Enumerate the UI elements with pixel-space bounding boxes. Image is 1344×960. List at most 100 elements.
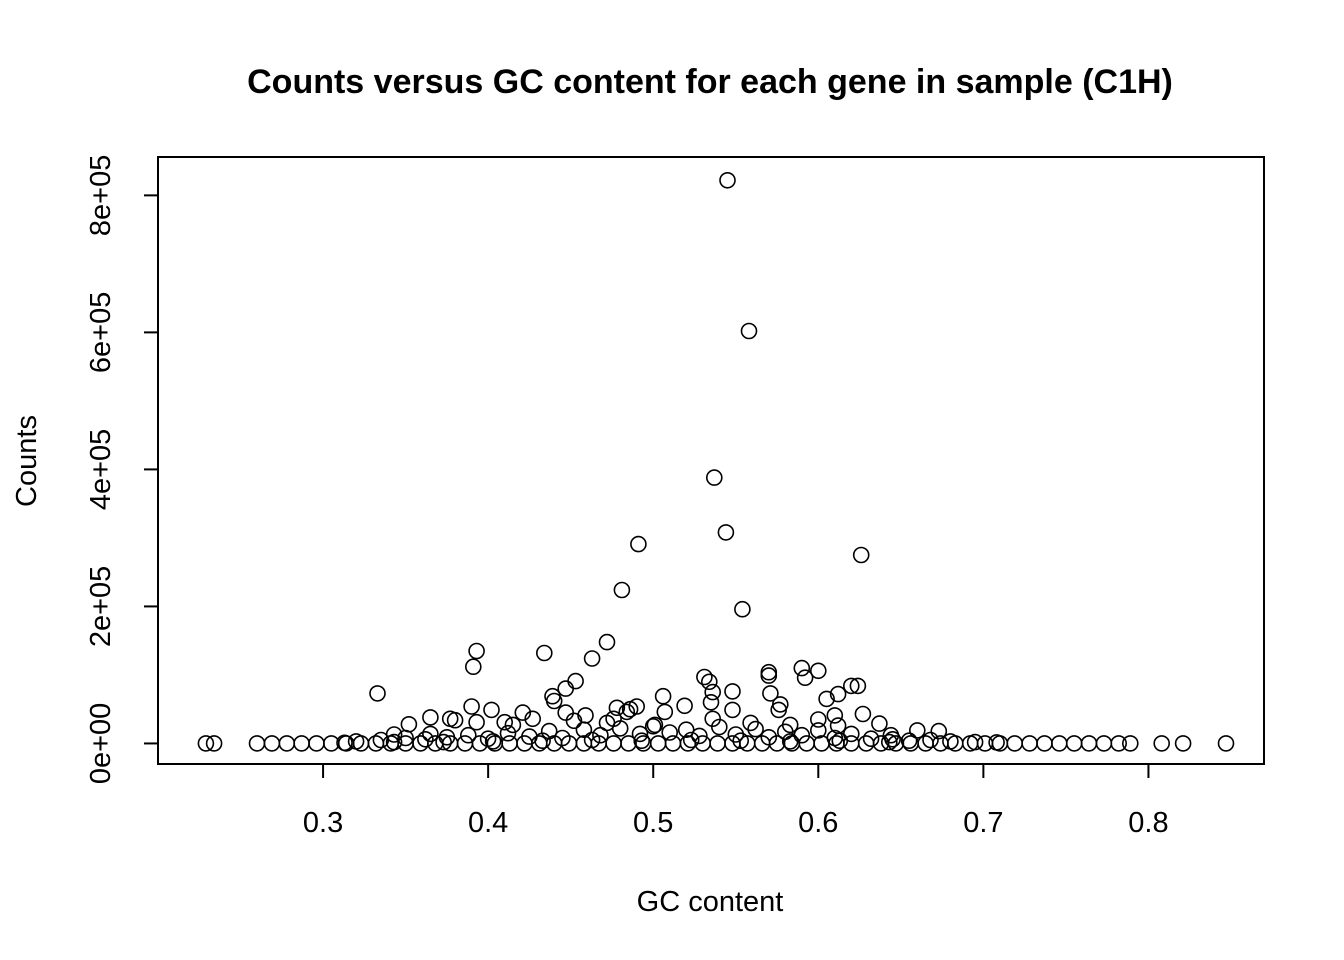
- data-point: [762, 685, 779, 702]
- data-point: [456, 735, 474, 752]
- data-point: [397, 729, 414, 747]
- data-point: [922, 731, 939, 749]
- data-point: [677, 721, 695, 739]
- data-point: [740, 322, 758, 340]
- y-axis: 0e+00 2e+05 4e+05 6e+05 8e+05: [85, 155, 159, 784]
- data-point: [664, 735, 682, 752]
- data-point: [796, 669, 814, 687]
- data-point: [412, 735, 429, 752]
- data-point: [417, 730, 434, 748]
- data-point: [862, 730, 880, 748]
- x-axis: 0.3 0.4 0.5 0.6 0.7 0.8: [303, 763, 1169, 839]
- data-point: [438, 728, 456, 746]
- data-point: [742, 714, 759, 732]
- data-point: [702, 693, 720, 711]
- data-point: [760, 728, 778, 746]
- data-point: [793, 659, 811, 677]
- data-point: [484, 733, 502, 750]
- data-point: [724, 701, 741, 719]
- data-point: [583, 650, 601, 667]
- y-tick-label: 2e+05: [85, 566, 117, 647]
- data-point: [446, 711, 464, 729]
- data-point: [618, 703, 636, 721]
- data-point: [826, 707, 844, 724]
- data-point: [504, 716, 522, 734]
- data-point: [942, 733, 959, 750]
- chart-title: Counts versus GC content for each gene i…: [247, 63, 1173, 101]
- data-point: [557, 680, 575, 697]
- y-tick-label: 6e+05: [85, 292, 117, 373]
- data-point: [372, 731, 390, 749]
- data-point: [753, 735, 771, 752]
- data-point: [884, 730, 901, 748]
- data-point: [524, 710, 542, 728]
- data-point: [592, 726, 609, 744]
- data-point: [908, 722, 926, 739]
- data-point: [197, 735, 215, 752]
- y-axis-label: Counts: [11, 415, 43, 507]
- data-point: [691, 727, 708, 745]
- data-point: [709, 735, 726, 752]
- data-point: [621, 700, 639, 718]
- data-point: [598, 633, 616, 651]
- data-point: [809, 722, 827, 739]
- data-point: [1006, 735, 1024, 752]
- y-tick-label: 4e+05: [85, 429, 117, 510]
- data-point: [483, 701, 500, 719]
- data-point: [1036, 735, 1053, 752]
- data-point: [1080, 735, 1098, 752]
- data-point: [435, 733, 452, 751]
- data-point: [852, 546, 870, 564]
- data-point: [422, 725, 439, 743]
- data-point: [468, 642, 485, 660]
- y-tick-label: 8e+05: [85, 155, 117, 236]
- data-point: [501, 735, 518, 752]
- data-point: [724, 735, 741, 752]
- data-point: [654, 687, 672, 705]
- data-point: [535, 644, 553, 662]
- data-point: [717, 524, 735, 541]
- data-point: [534, 732, 551, 750]
- data-point: [567, 672, 584, 690]
- data-point: [760, 663, 778, 681]
- data-point: [468, 713, 485, 731]
- data-point: [347, 733, 365, 750]
- data-point: [630, 535, 647, 553]
- data-point: [710, 718, 728, 736]
- data-point: [705, 469, 723, 486]
- data-point: [679, 735, 697, 752]
- data-point: [930, 722, 948, 740]
- data-point: [575, 721, 593, 739]
- x-tick-label: 0.5: [633, 807, 673, 839]
- data-point: [809, 662, 827, 680]
- data-point: [770, 701, 788, 719]
- data-point: [646, 716, 664, 734]
- data-point: [734, 600, 751, 618]
- data-point: [1217, 735, 1235, 752]
- data-point: [605, 735, 622, 752]
- data-point: [1051, 735, 1068, 752]
- data-point: [854, 705, 872, 723]
- data-point: [747, 720, 764, 738]
- data-point: [631, 725, 649, 743]
- data-point: [308, 735, 325, 752]
- data-point: [1122, 735, 1139, 752]
- x-tick-label: 0.3: [303, 807, 343, 839]
- data-point: [831, 732, 849, 750]
- x-tick-label: 0.4: [468, 807, 508, 839]
- data-point: [554, 729, 571, 747]
- data-point: [1174, 735, 1192, 752]
- data-point: [248, 735, 266, 752]
- data-point: [880, 733, 898, 751]
- data-point: [400, 715, 418, 733]
- data-point: [719, 172, 736, 189]
- data-point: [682, 731, 700, 749]
- data-point: [613, 581, 631, 599]
- data-points: [197, 172, 1235, 752]
- x-tick-label: 0.8: [1128, 807, 1168, 839]
- data-point: [611, 720, 629, 737]
- data-point: [724, 683, 741, 700]
- data-point: [1095, 735, 1113, 752]
- data-point: [496, 713, 514, 731]
